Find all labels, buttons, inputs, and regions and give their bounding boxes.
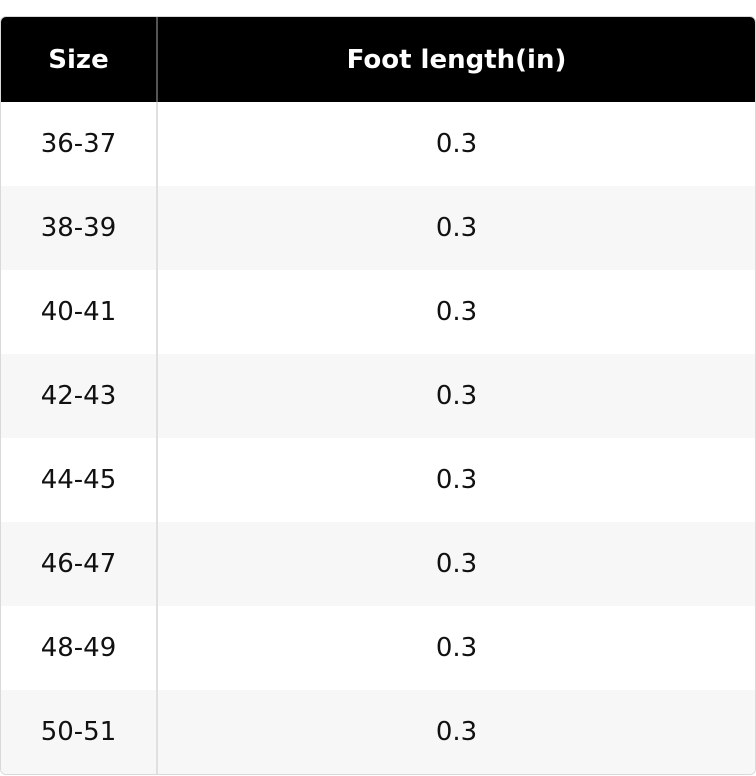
table-cell: 46-47 (1, 522, 158, 606)
header-row: Size Foot length(in) (1, 17, 755, 102)
table-row: 40-41 0.3 (1, 270, 755, 354)
table-cell: 50-51 (1, 690, 158, 774)
table-cell: 38-39 (1, 186, 158, 270)
table-cell: 0.3 (435, 297, 478, 327)
header-cell: Foot length(in) (157, 17, 755, 102)
table-cell: 0.3 (157, 354, 755, 438)
size-table-container: Size Foot length(in) 36-37 0.3 38-39 0.3 40-4… (0, 16, 756, 775)
table-cell: 44-45 (1, 438, 158, 522)
table-row: 48-49 0.3 (1, 606, 755, 690)
table-cell: 0.3 (435, 465, 478, 495)
table-cell: 0.3 (157, 186, 755, 270)
table-cell: 36-37 (1, 102, 158, 186)
table-row: 46-47 0.3 (1, 522, 755, 606)
table-row: 38-39 0.3 (1, 186, 755, 270)
table-cell: 40-41 (1, 270, 158, 354)
table-cell: 0.3 (435, 129, 478, 159)
table-body: 36-37 0.3 38-39 0.3 40-41 0.3 42-43 0.3 44-45 0.3… (1, 102, 755, 774)
table-row: 42-43 0.3 (1, 354, 755, 438)
table-row: 36-37 0.3 (1, 102, 755, 186)
table-cell: 0.3 (157, 522, 755, 606)
table-cell: 0.3 (435, 633, 478, 663)
table-header: Size Foot length(in) (1, 17, 755, 102)
table-row: 50-51 0.3 (1, 690, 755, 774)
size-table: Size Foot length(in) 36-37 0.3 38-39 0.3 40-4… (1, 17, 755, 774)
table-cell: 0.3 (157, 690, 755, 774)
table-cell: 42-43 (1, 354, 158, 438)
table-row: 44-45 0.3 (1, 438, 755, 522)
header-cell: Size (1, 17, 158, 102)
table-cell: 48-49 (1, 606, 158, 690)
